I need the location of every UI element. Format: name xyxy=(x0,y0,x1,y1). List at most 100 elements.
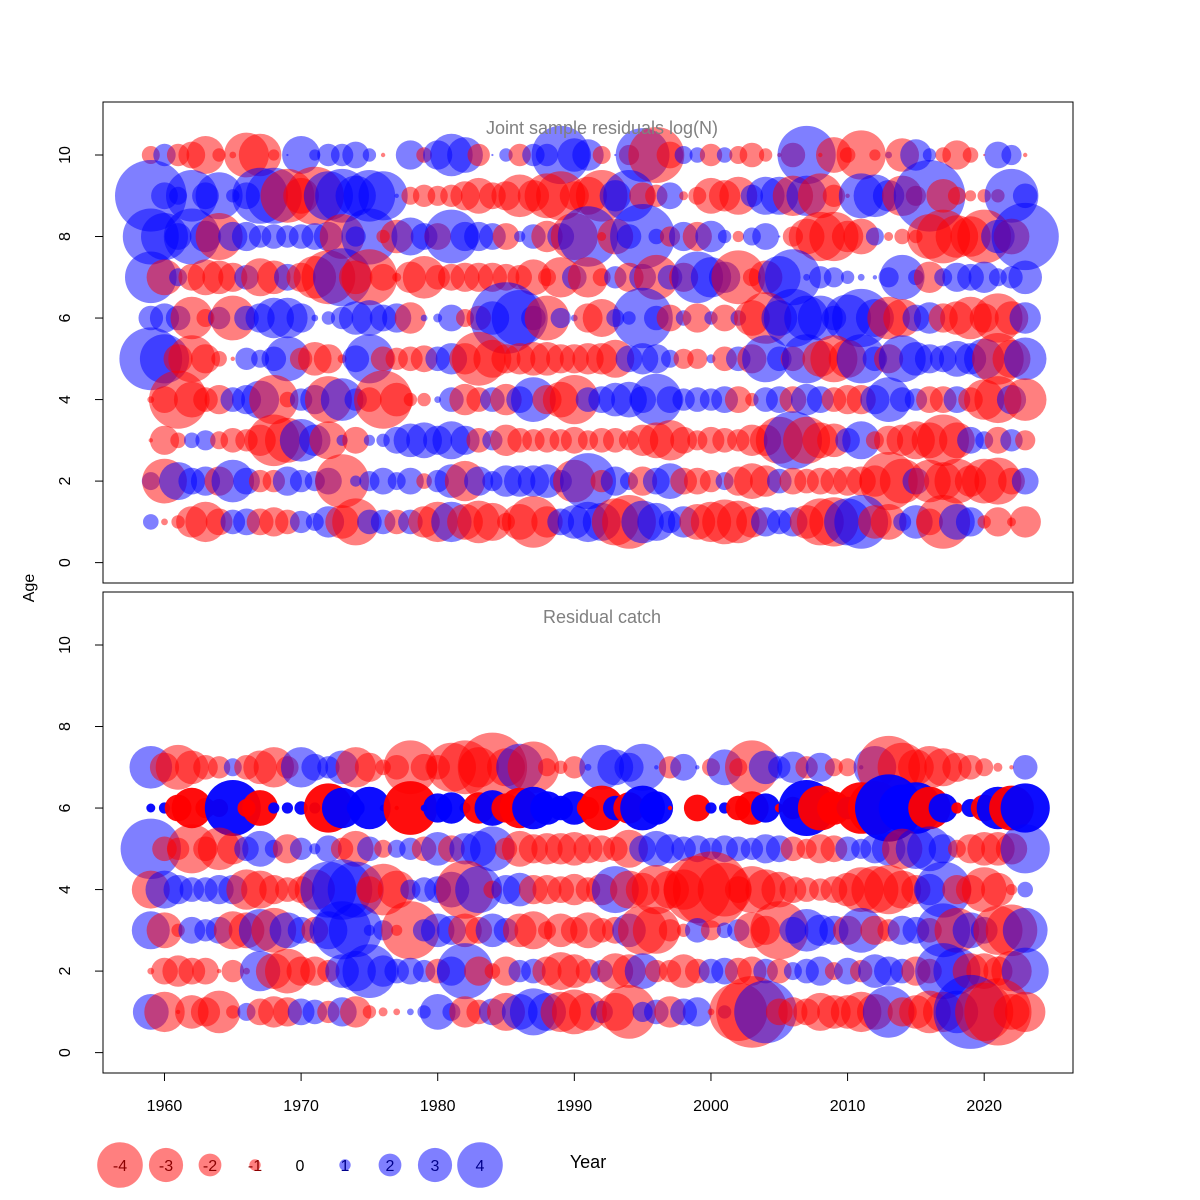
bottom-bubble-age5-2023 xyxy=(1000,824,1050,874)
top-bubble-age6-1971 xyxy=(311,314,319,322)
top-bubble-age10-1974 xyxy=(342,141,370,169)
bottom-bubble-age3-1978 xyxy=(381,901,440,960)
top-bubble-age8-2005 xyxy=(778,235,781,238)
bottom-bubble-age2-1965 xyxy=(221,959,244,983)
top-bubble-age10-1996 xyxy=(628,127,685,183)
top-bubble-age6-1992 xyxy=(582,299,621,337)
top-bubble-age10-1967 xyxy=(238,133,282,177)
x-tick-label-1960: 1960 xyxy=(147,1098,183,1115)
top-bubble-age6-1962 xyxy=(170,296,214,340)
bottom-bubble-age4-2023 xyxy=(1017,881,1033,898)
top-bubble-age5-1996 xyxy=(641,344,671,374)
legend-label--4: -4 xyxy=(113,1158,127,1175)
x-axis: 1960 1970 1980 1990 2000 2010 2020 xyxy=(147,1072,1002,1115)
top-bubble-age8-2012 xyxy=(865,227,884,246)
bottom-bubble-age6-2023 xyxy=(1000,783,1050,833)
top-panel-y-axis: 0 2 4 6 8 10 xyxy=(57,146,103,567)
top-bubble-age5-1966 xyxy=(235,347,258,370)
bottom-y-tick-label-2: 2 xyxy=(57,967,74,976)
bottom-bubble-age4-2021 xyxy=(981,872,1015,907)
bottom-bubble-age5-2017 xyxy=(928,834,958,864)
top-bubble-age3-2023 xyxy=(1015,430,1036,451)
top-bubble-age10-2016 xyxy=(922,148,937,162)
bottom-bubble-age1-1960 xyxy=(144,991,185,1033)
bottom-bubble-age1-2004 xyxy=(734,980,797,1044)
bottom-bubble-age7-1964 xyxy=(207,756,231,779)
bottom-bubble-age1-1974 xyxy=(340,996,372,1028)
bottom-bubble-age2-2008 xyxy=(805,956,835,986)
legend-label--2: -2 xyxy=(203,1158,217,1175)
top-bubble-age6-1997 xyxy=(656,304,684,332)
top-bubble-age6-1981 xyxy=(438,304,465,332)
bottom-bubble-age7-2020 xyxy=(975,758,994,777)
bottom-bubble-age7-1987 xyxy=(507,741,560,794)
bottom-bubble-age7-1996 xyxy=(654,765,659,770)
top-bubble-age1-1959 xyxy=(143,514,159,530)
bottom-bubble-age6-1969 xyxy=(281,802,293,814)
top-y-tick-label-4: 4 xyxy=(57,395,74,404)
bottom-bubble-age1-1999 xyxy=(682,997,712,1027)
top-bubble-age8-2000 xyxy=(695,220,727,253)
legend-label--3: -3 xyxy=(159,1158,173,1175)
top-bubble-age4-1977 xyxy=(379,382,414,417)
top-bubble-age1-2021 xyxy=(983,507,1013,537)
top-bubble-age7-2011 xyxy=(857,273,865,281)
top-bubble-age9-1997 xyxy=(656,182,684,210)
top-bubble-age7-1987 xyxy=(515,259,552,296)
top-bubble-age1-2013 xyxy=(870,504,907,540)
top-bubble-age9-2018 xyxy=(947,186,966,205)
top-panel-bubbles xyxy=(115,125,1059,549)
top-bubble-age6-1995 xyxy=(612,287,673,349)
top-bubble-age6-2001 xyxy=(711,304,738,332)
top-bubble-age7-2014 xyxy=(879,254,925,300)
top-bubble-age5-1997 xyxy=(661,349,679,368)
bottom-bubble-age6-1959 xyxy=(146,803,156,813)
top-bubble-age6-1989 xyxy=(550,307,571,329)
x-tick-label-2010: 2010 xyxy=(830,1098,866,1115)
top-bubble-age3-1972 xyxy=(309,421,348,460)
x-tick-label-1990: 1990 xyxy=(557,1098,593,1115)
bottom-bubble-age1-1965 xyxy=(226,1005,240,1019)
top-panel-title: Joint sample residuals log(N) xyxy=(486,118,718,138)
x-axis-label: Year xyxy=(570,1152,606,1172)
top-bubble-age2-1973 xyxy=(315,454,369,508)
top-bubble-age10-2000 xyxy=(699,143,723,167)
top-bubble-age10-1976 xyxy=(380,152,386,158)
bottom-bubble-age7-2022 xyxy=(1009,765,1014,770)
top-bubble-age2-2000 xyxy=(699,469,723,493)
bottom-bubble-age4-1977 xyxy=(377,870,416,909)
top-bubble-age10-2004 xyxy=(758,148,773,162)
bottom-bubble-age6-2018 xyxy=(951,802,963,814)
top-bubble-age4-1968 xyxy=(249,375,299,425)
top-bubble-age1-1960 xyxy=(161,518,168,526)
bottom-bubble-age7-1975 xyxy=(354,752,384,782)
bottom-y-tick-label-0: 0 xyxy=(57,1048,74,1057)
bottom-bubble-age6-2004 xyxy=(751,793,781,823)
top-bubble-age8-1991 xyxy=(557,206,619,267)
top-bubble-age7-2020 xyxy=(968,261,1000,293)
bottom-bubble-age1-2023 xyxy=(1004,991,1046,1033)
bottom-bubble-age4-1983 xyxy=(455,866,503,914)
top-bubble-age10-1975 xyxy=(362,148,377,162)
bottom-y-tick-label-8: 8 xyxy=(57,722,74,731)
bottom-bubble-age7-2021 xyxy=(993,762,1003,772)
top-bubble-age6-1979 xyxy=(420,314,428,322)
bottom-bubble-age5-1975 xyxy=(357,836,382,862)
bottom-bubble-age7-2023 xyxy=(1012,755,1038,780)
bottom-y-tick-label-10: 10 xyxy=(57,636,74,654)
x-tick-label-2020: 2020 xyxy=(966,1098,1002,1115)
bottom-bubble-age1-1976 xyxy=(378,1007,388,1017)
top-bubble-age10-1997 xyxy=(656,141,684,169)
top-bubble-age3-1960 xyxy=(149,425,180,455)
bottom-bubble-age4-2022 xyxy=(1005,884,1018,896)
bottom-bubble-age7-1995 xyxy=(619,743,667,791)
top-bubble-age10-2001 xyxy=(716,147,733,163)
legend-label-0: 0 xyxy=(296,1158,305,1175)
top-bubble-age10-1983 xyxy=(467,143,490,167)
top-bubble-age6-1999 xyxy=(682,303,712,333)
bottom-bubble-age6-1978 xyxy=(383,781,438,835)
legend-label-3: 3 xyxy=(431,1158,440,1175)
top-bubble-age8-2001 xyxy=(717,229,732,244)
top-bubble-age10-1970 xyxy=(282,136,321,174)
